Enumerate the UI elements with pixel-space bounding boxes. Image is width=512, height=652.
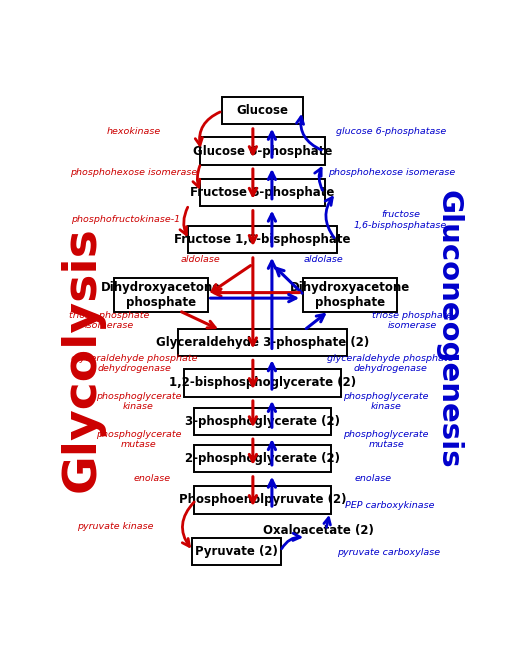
- Text: pyruvate carboxylase: pyruvate carboxylase: [337, 548, 440, 557]
- Text: phosphohexose isomerase: phosphohexose isomerase: [70, 168, 197, 177]
- Text: triose phosphate
isomerase: triose phosphate isomerase: [70, 310, 150, 330]
- Text: enolase: enolase: [354, 475, 391, 483]
- Text: phosphofructokinase-1: phosphofructokinase-1: [71, 215, 180, 224]
- Text: aldolase: aldolase: [304, 256, 344, 265]
- FancyBboxPatch shape: [184, 370, 341, 396]
- FancyBboxPatch shape: [192, 538, 282, 565]
- Text: phosphohexose isomerase: phosphohexose isomerase: [328, 168, 455, 177]
- FancyBboxPatch shape: [194, 486, 331, 514]
- Text: PEP carboxykinase: PEP carboxykinase: [345, 501, 434, 511]
- Text: Phosphoenolpyruvate (2): Phosphoenolpyruvate (2): [179, 494, 346, 507]
- Text: Gluconeogenesis: Gluconeogenesis: [434, 190, 462, 469]
- Text: phosphoglycerate
kinase: phosphoglycerate kinase: [344, 392, 429, 411]
- Text: Dihydroxyacetone
phosphate: Dihydroxyacetone phosphate: [101, 281, 221, 309]
- FancyBboxPatch shape: [222, 97, 303, 125]
- FancyBboxPatch shape: [188, 226, 337, 254]
- Text: phosphoglycerate
mutase: phosphoglycerate mutase: [96, 430, 181, 449]
- FancyBboxPatch shape: [194, 445, 331, 472]
- Text: Glucose: Glucose: [237, 104, 288, 117]
- Text: pyruvate kinase: pyruvate kinase: [76, 522, 153, 531]
- FancyBboxPatch shape: [200, 179, 325, 206]
- FancyBboxPatch shape: [200, 138, 325, 164]
- Text: 1,2-bisphosphoglycerate (2): 1,2-bisphosphoglycerate (2): [169, 376, 356, 389]
- FancyBboxPatch shape: [178, 329, 347, 356]
- Text: fructose
1,6-bisphosphatase: fructose 1,6-bisphosphatase: [354, 210, 447, 230]
- Text: Dihydroxyacetone
phosphate: Dihydroxyacetone phosphate: [290, 281, 410, 309]
- FancyBboxPatch shape: [194, 408, 331, 435]
- Text: Glyceraldehyde 3-phosphate (2): Glyceraldehyde 3-phosphate (2): [156, 336, 369, 349]
- Text: phosphoglycerate
kinase: phosphoglycerate kinase: [96, 392, 181, 411]
- Text: enolase: enolase: [134, 475, 170, 483]
- Text: aldolase: aldolase: [181, 256, 221, 265]
- Text: triose phosphate
isomerase: triose phosphate isomerase: [372, 310, 453, 330]
- Text: hexokinase: hexokinase: [106, 127, 161, 136]
- Text: Glucose 6-phosphate: Glucose 6-phosphate: [193, 145, 332, 158]
- Text: glyceraldehyde phosphate
dehydrogenase: glyceraldehyde phosphate dehydrogenase: [71, 353, 198, 373]
- Text: Fructose 6-phosphate: Fructose 6-phosphate: [190, 186, 334, 200]
- FancyBboxPatch shape: [303, 278, 396, 312]
- Text: phosphoglycerate
mutase: phosphoglycerate mutase: [344, 430, 429, 449]
- Text: 2-phosphoglycerate (2): 2-phosphoglycerate (2): [185, 452, 340, 466]
- Text: Oxaloacetate (2): Oxaloacetate (2): [263, 524, 373, 537]
- Text: 3-phosphoglycerate (2): 3-phosphoglycerate (2): [185, 415, 340, 428]
- Text: Pyruvate (2): Pyruvate (2): [195, 544, 278, 557]
- Text: Glycolysis: Glycolysis: [59, 226, 104, 492]
- Text: glyceraldehyde phosphate
dehydrogenase: glyceraldehyde phosphate dehydrogenase: [327, 353, 454, 373]
- Text: glucose 6-phosphatase: glucose 6-phosphatase: [336, 127, 446, 136]
- Text: Fructose 1,6-bisphosphate: Fructose 1,6-bisphosphate: [174, 233, 351, 246]
- FancyBboxPatch shape: [114, 278, 208, 312]
